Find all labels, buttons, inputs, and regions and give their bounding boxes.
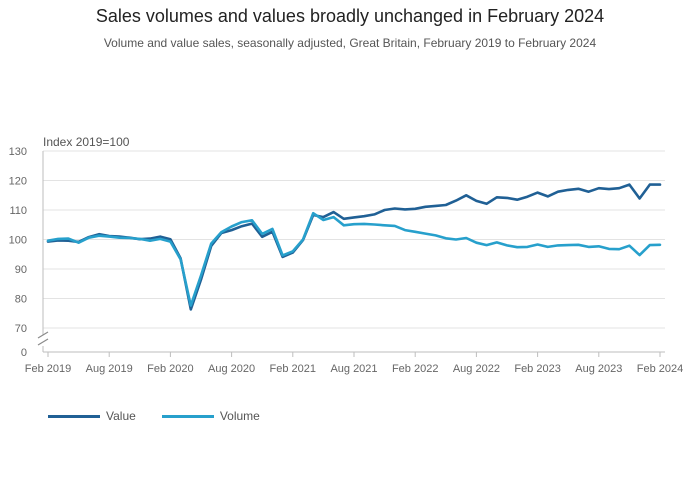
y-tick-label-0: 0 [21,347,27,359]
chart-title: Sales volumes and values broadly unchang… [95,6,605,26]
y-tick-label-110: 110 [9,205,27,217]
y-tick-label-130: 130 [9,146,27,158]
x-tick-label-9: Aug 2023 [575,363,622,375]
x-tick-label-7: Aug 2022 [453,363,500,375]
axis-break-mark-1 [37,331,49,339]
legend-item-value[interactable]: Value [48,409,136,423]
y-tick-label-80: 80 [15,294,27,306]
legend-swatch-value [48,414,100,418]
y-tick-label-100: 100 [9,235,27,247]
legend-swatch-volume [161,414,214,418]
y-axis-label: Index 2019=100 [43,135,130,149]
x-tick-label-5: Aug 2021 [330,363,377,375]
y-tick-label-70: 70 [15,323,27,335]
series-line-value [46,183,662,311]
series-line-volume [46,211,662,307]
x-tick-label-6: Feb 2022 [392,363,438,375]
x-tick-label-0: Feb 2019 [25,363,71,375]
x-tick-label-2: Feb 2020 [147,363,193,375]
x-tick-label-10: Feb 2024 [637,363,683,375]
y-tick-label-120: 120 [9,176,27,188]
x-tick-label-3: Aug 2020 [208,363,255,375]
y-tick-label-90: 90 [15,264,27,276]
x-tick-label-8: Feb 2023 [514,363,560,375]
legend-label-volume: Volume [219,409,260,423]
x-tick-label-1: Aug 2019 [86,363,133,375]
chart-subtitle: Volume and value sales, seasonally adjus… [103,36,597,50]
chart-legend: Value Volume [48,409,286,423]
x-tick-label-4: Feb 2021 [270,363,316,375]
legend-item-volume[interactable]: Volume [161,409,260,423]
axis-break-mark-2 [37,338,49,346]
legend-label-value: Value [106,409,136,423]
